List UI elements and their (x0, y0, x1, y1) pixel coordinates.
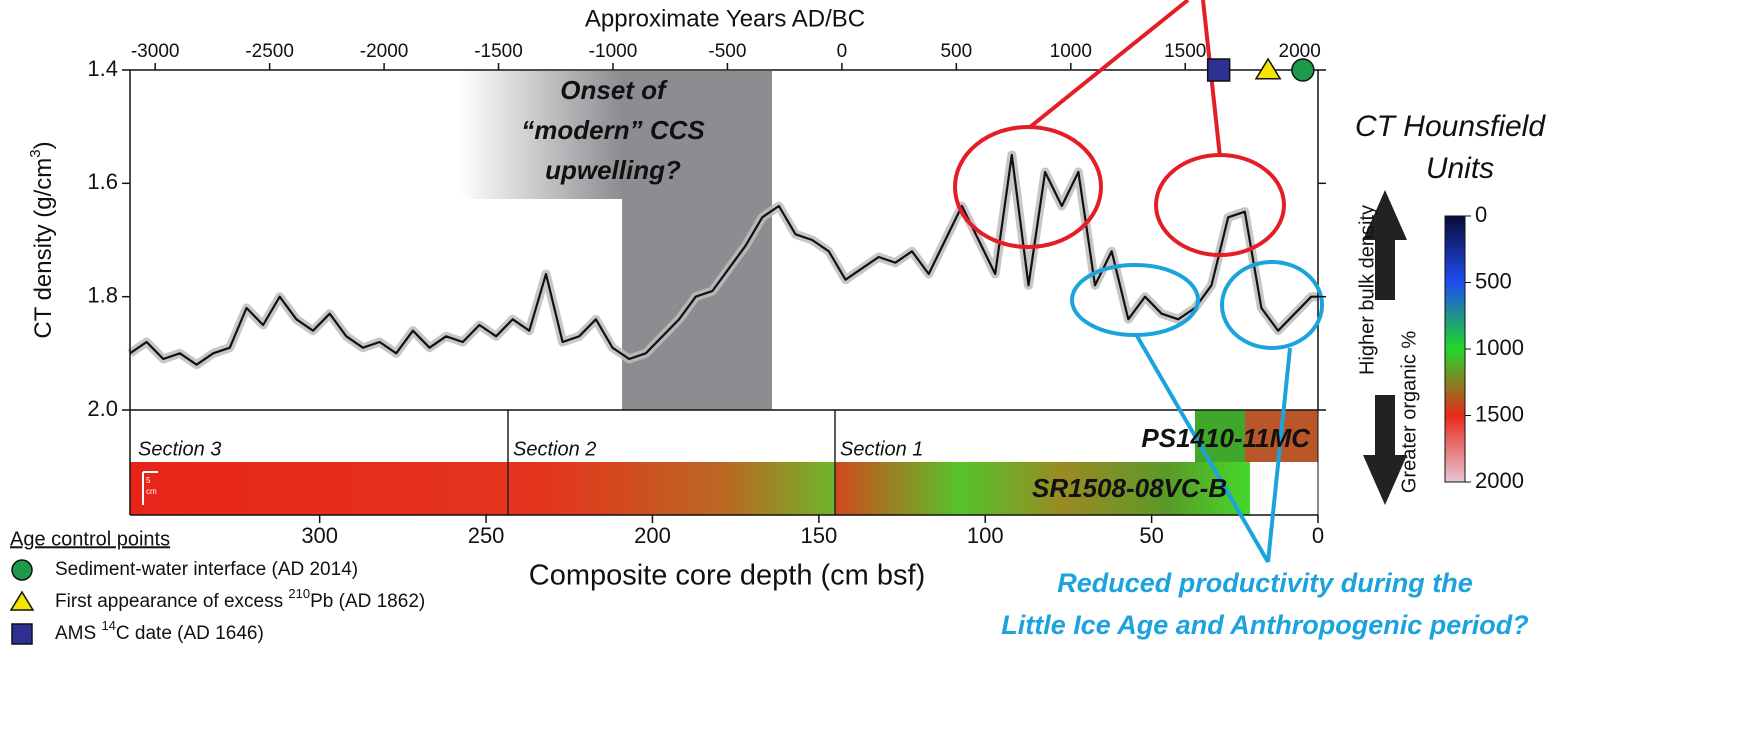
x-axis-label: Composite core depth (cm bsf) (529, 560, 925, 592)
scale-bar-value: 5 (146, 476, 151, 485)
top-tick-label: 1500 (1164, 41, 1206, 62)
core-label: PS1410-11MC (1141, 423, 1311, 453)
y-tick-label: 1.6 (87, 169, 118, 194)
top-tick-label: 0 (837, 41, 848, 62)
colorbar-tick-label: 500 (1475, 268, 1512, 293)
annotation: “modern” CCS (521, 115, 705, 145)
legend-text: C date (AD 1646) (116, 623, 264, 644)
x-tick-label: 200 (634, 523, 671, 548)
y-tick-label: 2.0 (87, 396, 118, 421)
legend-swatch (12, 624, 32, 644)
top-tick-label: -1500 (474, 41, 523, 62)
core-label: SR1508-08VC-B (1032, 473, 1227, 503)
top-tick-label: -3000 (131, 41, 180, 62)
legend-text: AMS (55, 623, 101, 644)
legend-label: Sediment-water interface (AD 2014) (55, 559, 358, 580)
core-image (130, 462, 835, 515)
legend-sup: 210 (288, 586, 310, 601)
top-tick-label: -500 (708, 41, 746, 62)
arrow-label: Higher bulk density (1356, 205, 1378, 375)
y-axis-label: CT density (g/cm3) (27, 141, 57, 338)
x-tick-label: 0 (1312, 523, 1324, 548)
legend-swatch (12, 560, 32, 580)
scale-bar-unit: cm (146, 487, 157, 496)
y-tick-label: 1.4 (87, 56, 118, 81)
y-axis-label-end: ) (30, 141, 57, 149)
top-tick-label: 1000 (1050, 41, 1092, 62)
section-label: Section 2 (513, 438, 596, 460)
colorbar-title: Units (1426, 152, 1494, 185)
section-label: Section 1 (840, 438, 923, 460)
top-tick-label: -2500 (245, 41, 294, 62)
top-axis-label: Approximate Years AD/BC (585, 5, 865, 32)
y-axis-label-main: CT density (g/cm (30, 158, 57, 339)
annotation: Little Ice Age and Anthropogenic period? (1001, 610, 1529, 640)
legend-sup: 14 (101, 618, 115, 633)
callout-line (1030, 0, 1188, 127)
arrow-label: Greater organic % (1398, 331, 1420, 494)
y-axis-label-sup: 3 (27, 149, 44, 157)
annotation: Reduced productivity during the (1057, 568, 1473, 598)
legend-label: First appearance of excess 210Pb (AD 186… (55, 586, 425, 612)
y-tick-label: 1.8 (87, 282, 118, 307)
annotation: upwelling? (545, 155, 681, 185)
x-tick-label: 250 (468, 523, 505, 548)
background (130, 71, 1318, 515)
x-tick-label: 50 (1139, 523, 1163, 548)
colorbar-title: CT Hounsfield (1355, 110, 1546, 143)
section-label: Section 3 (138, 438, 221, 460)
legend-text: First appearance of excess (55, 591, 288, 612)
legend-label: AMS 14C date (AD 1646) (55, 618, 264, 644)
colorbar-tick-label: 0 (1475, 202, 1487, 227)
chart: Approximate Years AD/BC Composite core d… (0, 0, 1764, 729)
highlight-ellipse (1072, 265, 1198, 335)
x-tick-label: 300 (301, 523, 338, 548)
x-tick-label: 150 (800, 523, 837, 548)
age-marker (1256, 59, 1280, 79)
colorbar-tick-label: 2000 (1475, 468, 1524, 493)
colorbar-tick-label: 1000 (1475, 335, 1524, 360)
annotation: Onset of (560, 75, 668, 105)
legend-text: Sediment-water interface (AD 2014) (55, 559, 358, 580)
legend-swatch (11, 592, 33, 610)
colorbar-tick-label: 1500 (1475, 401, 1524, 426)
legend-text: Pb (AD 1862) (310, 591, 425, 612)
age-marker (1292, 59, 1314, 81)
age-marker (1208, 59, 1230, 81)
top-tick-label: 500 (940, 41, 972, 62)
colorbar (1445, 216, 1465, 482)
x-tick-label: 100 (967, 523, 1004, 548)
top-tick-label: -2000 (360, 41, 409, 62)
top-tick-label: -1000 (589, 41, 638, 62)
legend-title: Age control points (10, 528, 170, 550)
